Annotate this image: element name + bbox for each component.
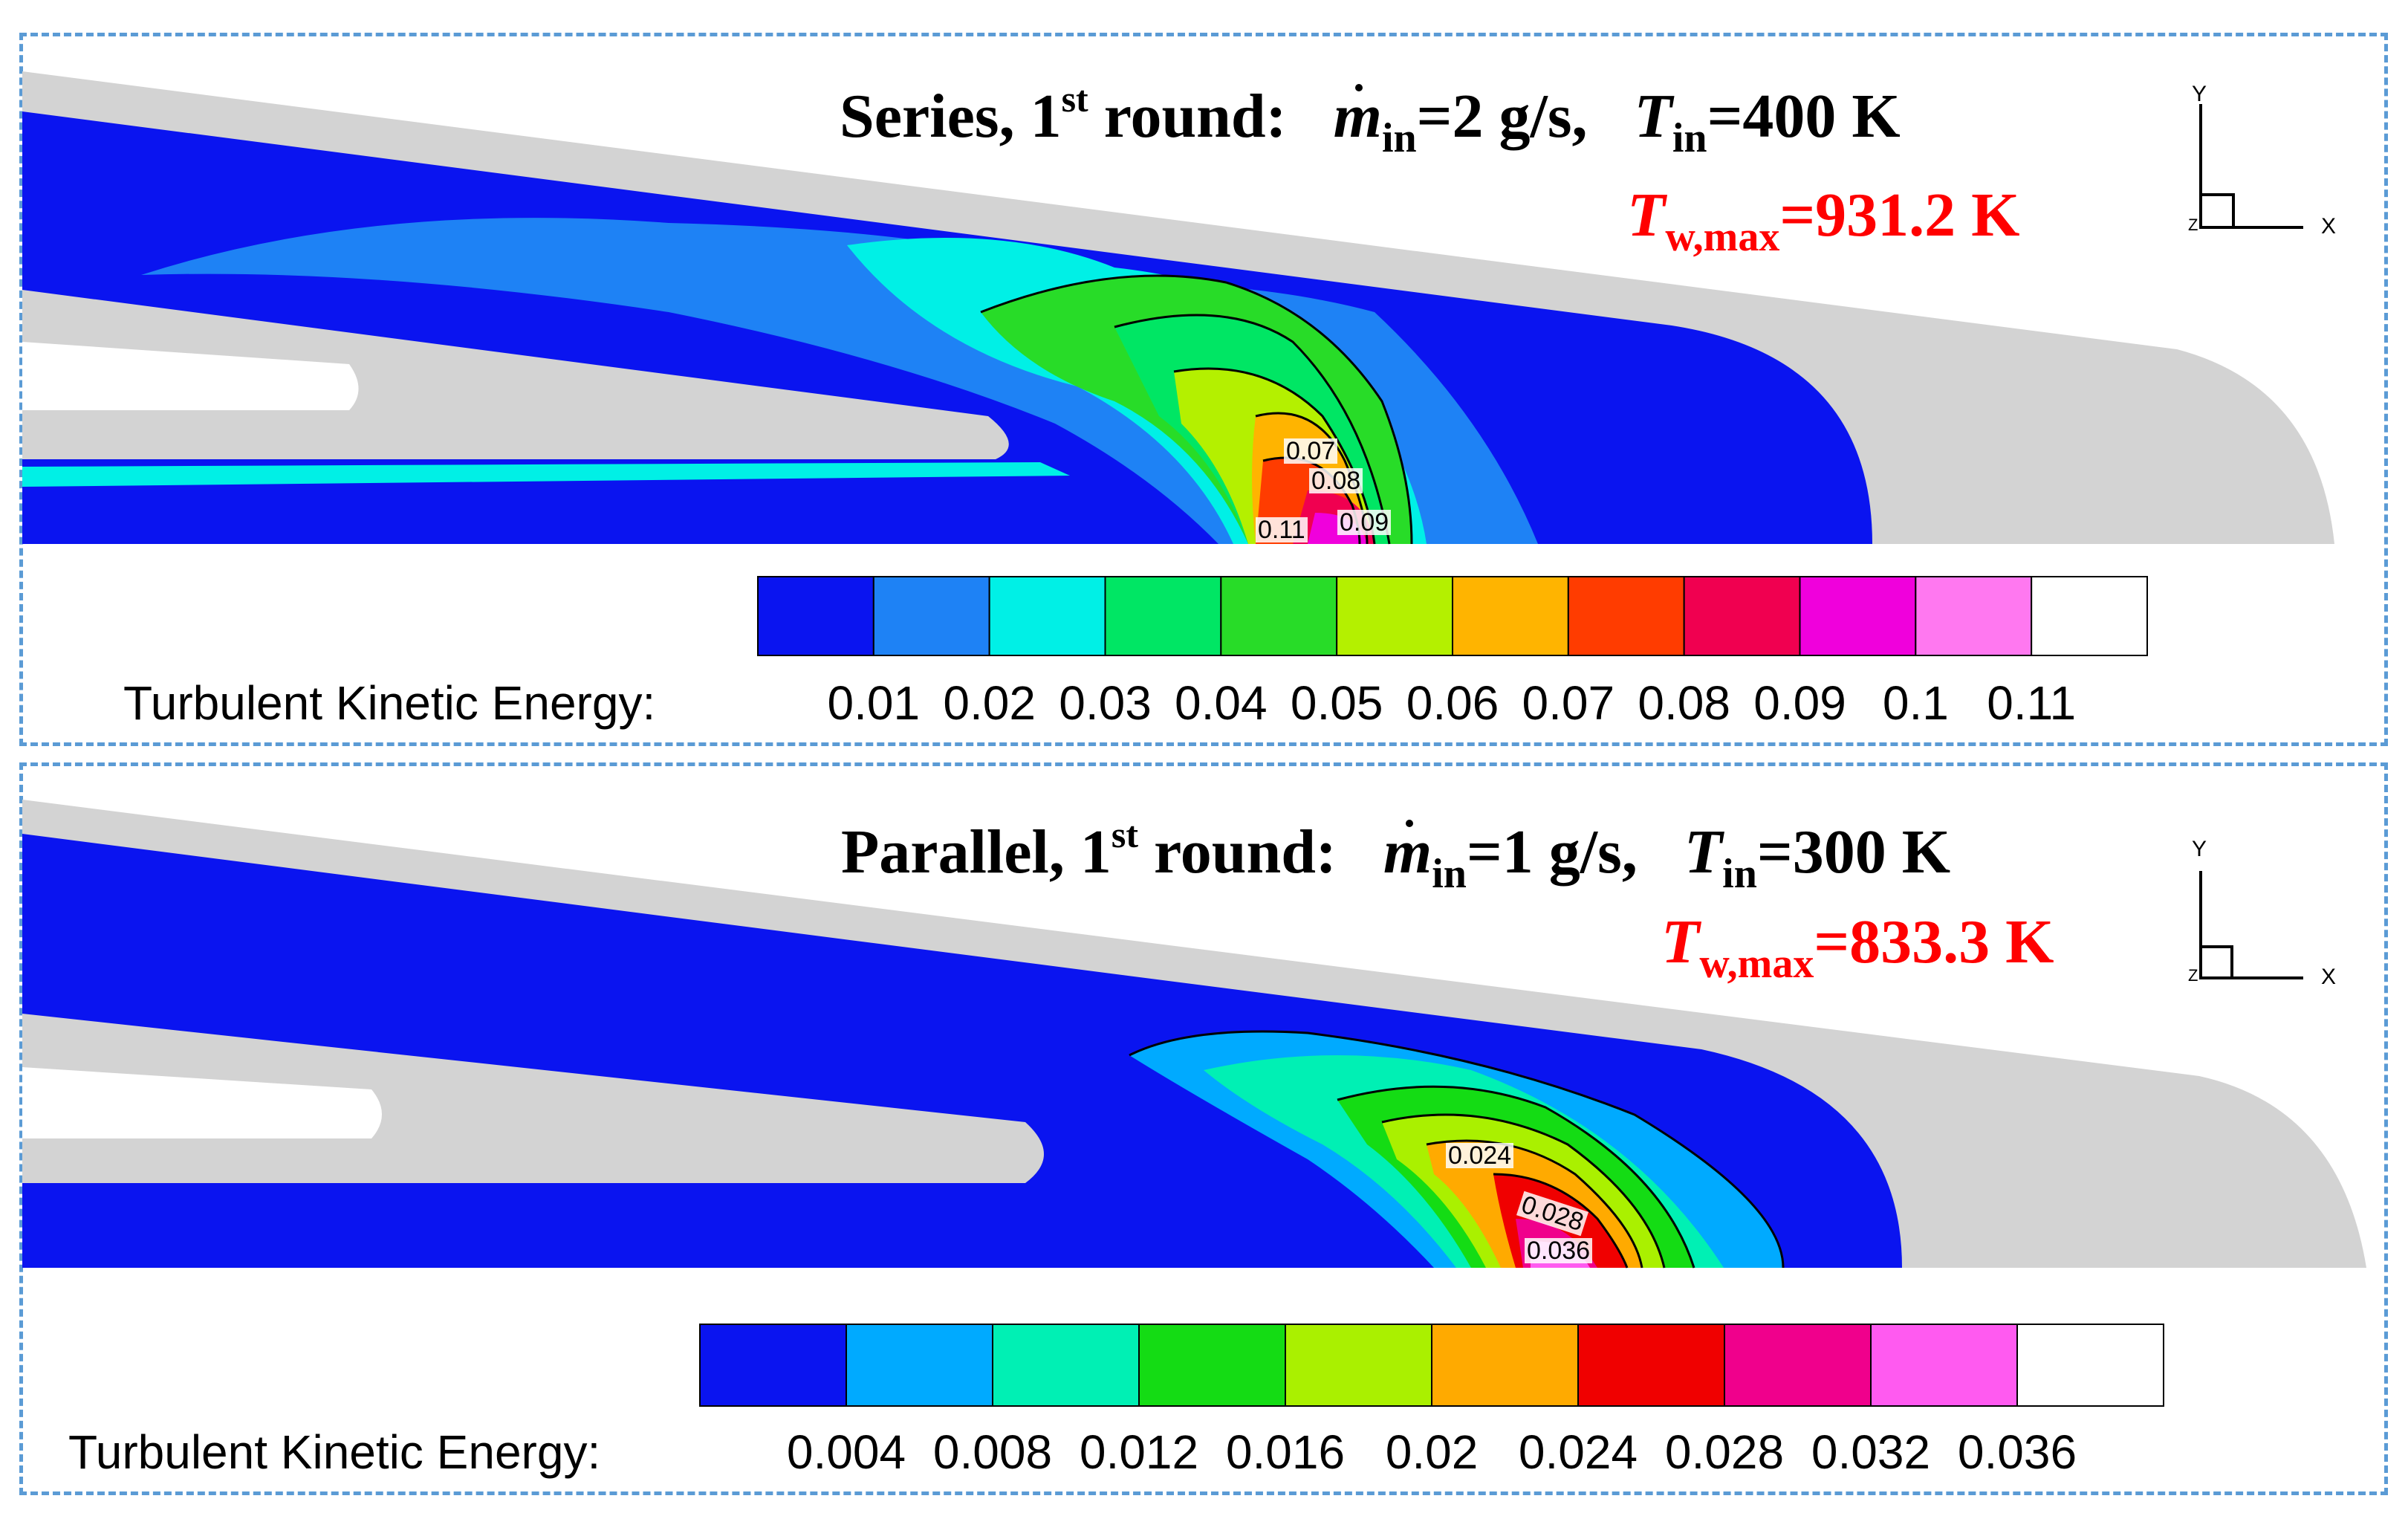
parallel-colorbar-label: Turbulent Kinetic Energy:: [68, 1425, 601, 1479]
parallel-contour-label: 0.024: [1446, 1143, 1514, 1168]
parallel-colorbar-tick: 0.012: [1079, 1425, 1199, 1479]
series-colorbar-tick: 0.07: [1522, 676, 1615, 730]
series-colorbar-tick: 0.06: [1406, 676, 1499, 730]
series-colorbar-tick: 0.02: [943, 676, 1036, 730]
series-axis-x: X: [2321, 214, 2337, 239]
series-colorbar-swatch: [757, 576, 874, 656]
parallel-colorbar-tick: 0.016: [1225, 1425, 1346, 1479]
series-contour-label: 0.11: [1256, 517, 1308, 542]
series-contour-label: 0.08: [1309, 468, 1363, 493]
parallel-contour-label: 0.036: [1525, 1238, 1593, 1263]
panel-parallel: [19, 762, 2388, 1495]
series-colorbar-tick: 0.08: [1638, 676, 1730, 730]
series-colorbar-tick: 0.01: [827, 676, 921, 730]
parallel-axis-x: X: [2321, 965, 2337, 989]
series-inner-wall: [22, 290, 1009, 459]
parallel-title: Parallel, 1st round: min=1 g/s, Tin=300 …: [841, 814, 1951, 897]
series-colorbar-swatch: [988, 576, 1106, 656]
series-colorbar-swatch: [1915, 576, 2033, 656]
series-axis-z: Z: [2188, 216, 2198, 234]
series-tw-max: Tw,max=931.2 K: [1627, 181, 2020, 260]
series-colorbar-swatch: [1104, 576, 1222, 656]
series-colorbar-tick: 0.04: [1175, 676, 1268, 730]
series-colorbar-swatch: [1567, 576, 1685, 656]
series-colorbar-swatch: [1336, 576, 1453, 656]
parallel-colorbar-tick: 0.004: [786, 1425, 906, 1479]
parallel-colorbar-tick: 0.02: [1385, 1425, 1479, 1479]
series-colorbar-tick: 0.09: [1753, 676, 1846, 730]
series-axis-triad: [2199, 104, 2303, 229]
series-jet: [22, 462, 1070, 487]
series-colorbar-label: Turbulent Kinetic Energy:: [123, 676, 656, 730]
series-colorbar-tick: 0.05: [1290, 676, 1383, 730]
series-colorbar-swatch: [1452, 576, 1569, 656]
series-title: Series, 1st round: min=2 g/s, Tin=400 K: [840, 78, 1901, 161]
panel-series: [19, 33, 2388, 746]
parallel-axis-y: Y: [2192, 837, 2207, 861]
series-colorbar-swatch: [1220, 576, 1338, 656]
parallel-colorbar-tick: 0.036: [1957, 1425, 2077, 1479]
parallel-tw-max: Tw,max=833.3 K: [1661, 907, 2054, 987]
series-contour-label: 0.09: [1337, 510, 1392, 535]
parallel-colorbar-tick: 0.032: [1811, 1425, 1931, 1479]
series-colorbar-swatch: [1799, 576, 1917, 656]
series-colorbar-tick: 0.1: [1882, 676, 1949, 730]
parallel-colorbar-tick: 0.024: [1518, 1425, 1638, 1479]
series-colorbar-tick: 0.03: [1059, 676, 1152, 730]
series-contour-label: 0.07: [1284, 438, 1338, 464]
series-colorbar-swatch: [2031, 576, 2149, 656]
series-axis-y: Y: [2192, 82, 2207, 106]
series-colorbar: [757, 576, 2149, 656]
series-colorbar-swatch: [872, 576, 990, 656]
series-colorbar-swatch: [1683, 576, 1801, 656]
parallel-colorbar-tick: 0.028: [1664, 1425, 1785, 1479]
series-colorbar-tick: 0.11: [1987, 676, 2077, 730]
series-contour-plot: [22, 71, 2334, 656]
series-slot: [22, 342, 359, 410]
parallel-colorbar-tick: 0.008: [932, 1425, 1053, 1479]
parallel-axis-z: Z: [2188, 966, 2198, 985]
